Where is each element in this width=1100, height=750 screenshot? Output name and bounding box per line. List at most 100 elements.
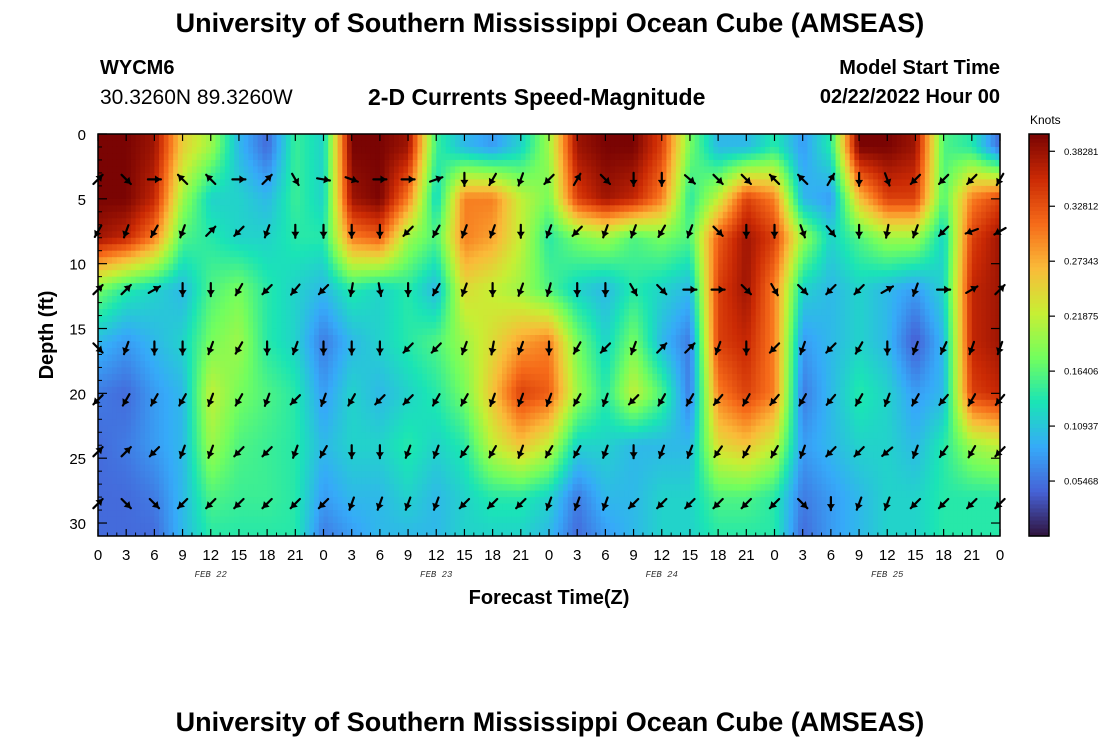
heatmap-cell	[901, 244, 907, 252]
heatmap-cell	[356, 205, 362, 213]
heatmap-cell	[708, 172, 715, 180]
heatmap-cell	[680, 146, 686, 155]
heatmap-cell	[995, 237, 1000, 245]
heatmap-cell	[816, 257, 823, 265]
heatmap-cell	[760, 159, 766, 168]
heatmap-cell	[741, 185, 747, 193]
heatmap-cell	[877, 218, 884, 226]
heatmap-cell	[534, 244, 541, 252]
heatmap-cell	[873, 283, 879, 291]
heatmap-cell	[154, 296, 160, 304]
heatmap-cell	[191, 289, 198, 297]
heatmap-cell	[412, 153, 419, 161]
heatmap-cell	[647, 205, 653, 213]
heatmap-cell	[924, 153, 931, 161]
heatmap-cell	[694, 153, 700, 161]
heatmap-cell	[271, 218, 278, 226]
heatmap-cell	[431, 224, 437, 232]
heatmap-cell	[497, 153, 503, 161]
heatmap-cell	[624, 172, 630, 180]
heatmap-cell	[262, 198, 268, 206]
heatmap-cell	[459, 166, 466, 174]
heatmap-cell	[887, 270, 893, 278]
heatmap-cell	[586, 146, 592, 155]
heatmap-cell	[361, 250, 367, 258]
heatmap-cell	[755, 224, 762, 232]
heatmap-cell	[530, 263, 536, 271]
heatmap-cell	[487, 153, 494, 161]
heatmap-cell	[783, 153, 790, 161]
heatmap-cell	[741, 270, 747, 278]
heatmap-cell	[624, 153, 630, 161]
heatmap-cell	[229, 166, 235, 174]
heatmap-cell	[332, 192, 339, 200]
heatmap-cell	[295, 134, 301, 142]
heatmap-cell	[788, 250, 794, 258]
heatmap-cell	[304, 263, 311, 271]
heatmap-cell	[144, 179, 151, 187]
heatmap-cell	[600, 218, 606, 226]
heatmap-cell	[704, 134, 710, 142]
heatmap-cell	[384, 276, 390, 284]
heatmap-cell	[206, 270, 212, 278]
heatmap-cell	[553, 134, 559, 142]
heatmap-cell	[760, 172, 766, 180]
heatmap-cell	[638, 185, 644, 193]
heatmap-cell	[332, 198, 339, 206]
heatmap-cell	[901, 237, 907, 245]
heatmap-cell	[332, 257, 339, 265]
heatmap-cell	[398, 296, 404, 304]
heatmap-cell	[229, 218, 235, 226]
heatmap-cell	[619, 192, 625, 200]
heatmap-cell	[520, 198, 527, 206]
heatmap-cell	[201, 198, 207, 206]
heatmap-cell	[924, 205, 931, 213]
heatmap-cell	[140, 166, 146, 174]
heatmap-cell	[351, 218, 357, 226]
heatmap-cell	[389, 185, 395, 193]
heatmap-cell	[600, 296, 606, 304]
heatmap-cell	[891, 211, 898, 219]
heatmap-cell	[431, 134, 437, 142]
heatmap-cell	[304, 250, 311, 258]
heatmap-cell	[563, 276, 569, 284]
heatmap-cell	[755, 198, 762, 206]
heatmap-cell	[126, 276, 132, 284]
heatmap-cell	[732, 140, 738, 148]
heatmap-cell	[534, 250, 541, 258]
heatmap-cell	[238, 159, 245, 168]
heatmap-cell	[920, 211, 926, 219]
heatmap-cell	[826, 244, 832, 252]
heatmap-cell	[553, 250, 559, 258]
heatmap-cell	[953, 296, 959, 304]
heatmap-cell	[539, 140, 545, 148]
heatmap-cell	[473, 192, 480, 200]
heatmap-cell	[891, 244, 898, 252]
heatmap-cell	[661, 172, 668, 180]
heatmap-cell	[116, 218, 123, 226]
heatmap-cell	[361, 185, 367, 193]
heatmap-cell	[248, 185, 254, 193]
heatmap-cell	[821, 134, 827, 142]
heatmap-cell	[267, 224, 273, 232]
heatmap-cell	[699, 237, 705, 245]
heatmap-cell	[830, 205, 837, 213]
heatmap-cell	[314, 134, 320, 142]
heatmap-cell	[591, 257, 597, 265]
heatmap-cell	[238, 263, 245, 271]
heatmap-cell	[530, 270, 536, 278]
heatmap-cell	[539, 276, 545, 284]
heatmap-cell	[201, 172, 207, 180]
heatmap-cell	[802, 153, 808, 161]
heatmap-cell	[257, 153, 264, 161]
heatmap-cell	[173, 296, 179, 304]
heatmap-cell	[957, 224, 964, 232]
heatmap-cell	[633, 283, 639, 291]
heatmap-cell	[285, 166, 292, 174]
heatmap-cell	[722, 211, 729, 219]
heatmap-cell	[168, 283, 174, 291]
heatmap-cell	[332, 166, 339, 174]
heatmap-cell	[948, 218, 954, 226]
heatmap-cell	[116, 211, 123, 219]
heatmap-cell	[610, 257, 616, 265]
